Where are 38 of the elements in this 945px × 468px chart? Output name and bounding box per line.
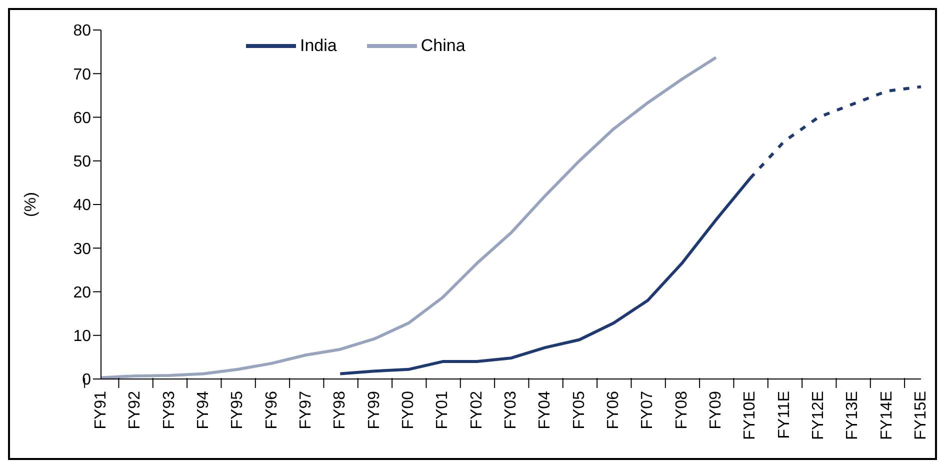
x-tick-label: FY08 (673, 390, 690, 430)
x-tick-label: FY00 (400, 390, 417, 430)
x-tick-label: FY10E (742, 391, 759, 440)
x-tick-label: FY95 (229, 390, 246, 430)
y-tick-label: 50 (73, 154, 92, 171)
x-tick-label: FY91 (92, 390, 110, 430)
x-tick-label: FY15E (912, 391, 930, 440)
x-tick-label: FY12E (810, 391, 827, 440)
y-tick-label: 20 (73, 284, 92, 302)
x-tick-label: FY04 (536, 390, 554, 430)
x-tick-label: FY14E (878, 391, 896, 440)
x-tick-label: FY01 (434, 390, 452, 430)
x-tick-label: FY99 (366, 390, 383, 430)
legend-label: China (420, 36, 466, 56)
x-tick-label: FY96 (263, 390, 280, 430)
x-tick-label: FY09 (708, 390, 724, 430)
y-tick-label: 30 (73, 240, 92, 258)
x-tick-label: FY02 (468, 390, 486, 430)
y-tick-label: 0 (82, 372, 92, 389)
y-tick-label: 70 (73, 66, 92, 84)
x-tick-label: FY92 (126, 390, 144, 430)
y-tick-label: 10 (73, 328, 92, 346)
y-tick-label: 60 (73, 110, 92, 127)
x-tick-label: FY06 (605, 390, 622, 430)
x-tick-label: FY05 (570, 390, 588, 430)
x-tick-label: FY03 (502, 390, 520, 430)
x-tick-label: FY93 (160, 390, 178, 430)
x-tick-label: FY13E (844, 391, 862, 440)
x-tick-label: FY98 (332, 390, 349, 430)
legend-label: India (300, 36, 337, 56)
y-tick-label: 80 (73, 22, 92, 40)
x-tick-label: FY94 (195, 390, 212, 430)
y-axis-title: (%) (22, 192, 40, 217)
x-tick-label: FY11E (776, 391, 793, 439)
x-tick-label: FY07 (639, 390, 656, 430)
y-tick-label: 40 (73, 197, 92, 214)
line-series (100, 56, 718, 379)
x-tick-label: FY97 (298, 390, 314, 430)
